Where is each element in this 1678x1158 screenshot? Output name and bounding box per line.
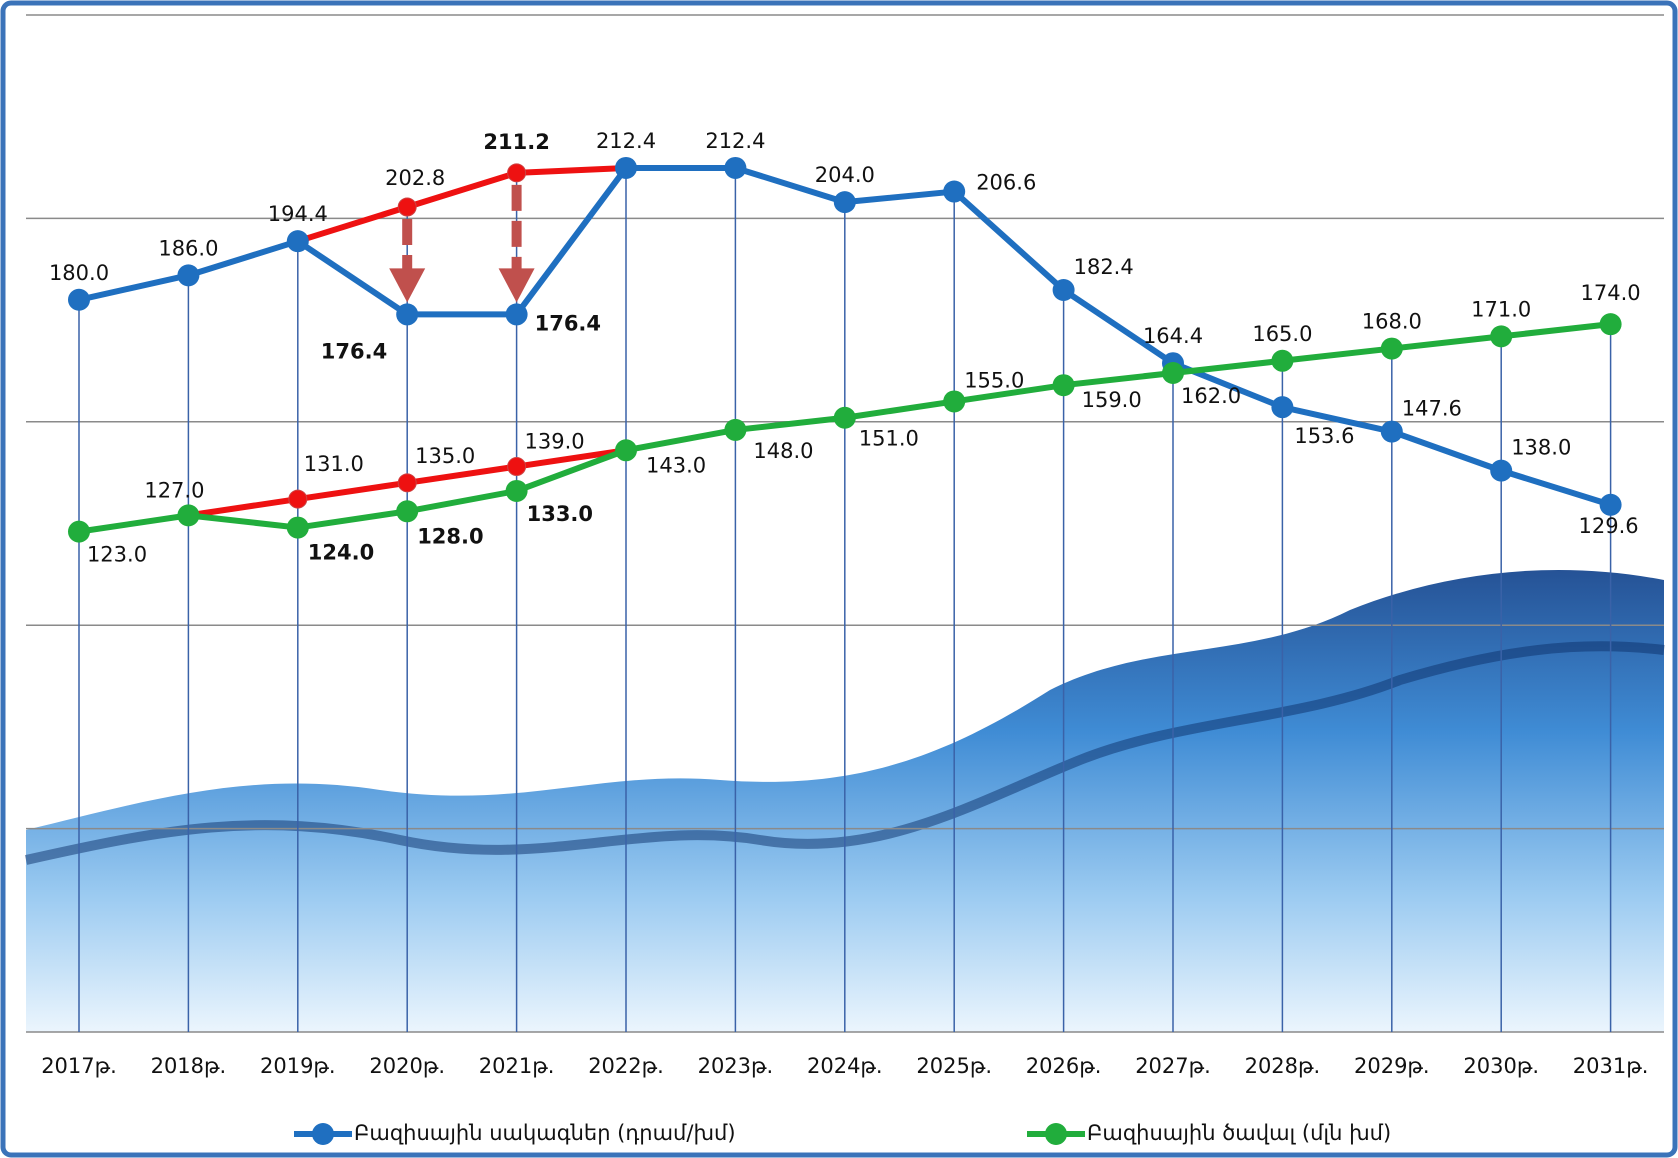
data-label: 131.0 xyxy=(304,452,364,476)
data-point xyxy=(397,197,417,217)
data-label: 171.0 xyxy=(1471,297,1531,321)
data-point xyxy=(943,180,966,203)
data-point xyxy=(1599,313,1622,336)
data-point xyxy=(1599,493,1622,516)
data-label: 174.0 xyxy=(1581,281,1641,305)
data-label: 151.0 xyxy=(859,427,919,451)
data-label: 129.6 xyxy=(1579,514,1639,538)
data-point xyxy=(397,473,417,493)
x-tick-label: 2017թ. xyxy=(41,1054,117,1078)
data-label: 211.2 xyxy=(483,130,549,154)
data-label: 165.0 xyxy=(1252,322,1312,346)
x-tick-label: 2023թ. xyxy=(698,1054,774,1078)
data-point xyxy=(1380,337,1403,360)
data-label: 168.0 xyxy=(1362,310,1422,334)
data-point xyxy=(68,288,90,311)
data-point xyxy=(507,163,527,183)
data-point xyxy=(505,479,528,502)
data-point xyxy=(1271,396,1294,419)
x-tick-label: 2022թ. xyxy=(588,1054,664,1078)
data-point xyxy=(615,439,637,462)
x-tick-label: 2019թ. xyxy=(260,1054,336,1078)
x-tick-label: 2020թ. xyxy=(369,1054,445,1078)
data-point xyxy=(1490,459,1513,482)
data-label: 127.0 xyxy=(144,478,204,502)
data-point xyxy=(286,230,309,253)
x-tick-label: 2028թ. xyxy=(1245,1054,1321,1078)
data-label: 147.6 xyxy=(1402,397,1462,421)
legend-marker xyxy=(312,1123,334,1145)
data-point xyxy=(615,156,637,179)
x-tick-label: 2024թ. xyxy=(807,1054,883,1078)
data-label: 212.4 xyxy=(705,129,765,153)
data-point xyxy=(177,264,200,287)
data-point xyxy=(68,520,90,543)
data-point xyxy=(1052,278,1075,301)
data-label: 124.0 xyxy=(308,541,374,565)
data-label: 194.4 xyxy=(268,202,328,226)
x-tick-label: 2027թ. xyxy=(1135,1054,1211,1078)
data-label: 148.0 xyxy=(753,439,813,463)
x-tick-label: 2025թ. xyxy=(916,1054,992,1078)
data-point xyxy=(943,390,966,413)
data-label: 159.0 xyxy=(1082,388,1142,412)
change-arrow-head xyxy=(389,268,426,303)
data-point xyxy=(286,516,309,539)
data-label: 180.0 xyxy=(49,261,109,285)
data-label: 123.0 xyxy=(87,543,147,567)
data-point xyxy=(833,406,856,429)
data-point xyxy=(177,504,200,527)
data-label: 164.4 xyxy=(1143,324,1203,348)
data-point xyxy=(724,418,747,441)
legend-marker xyxy=(1045,1123,1067,1145)
data-label: 153.6 xyxy=(1294,424,1354,448)
data-label: 133.0 xyxy=(527,502,593,526)
data-point xyxy=(288,489,308,509)
data-point xyxy=(396,500,419,523)
data-label: 176.4 xyxy=(321,339,387,363)
data-point xyxy=(1271,349,1294,372)
data-point xyxy=(724,156,747,179)
data-label: 176.4 xyxy=(535,311,601,335)
data-point xyxy=(1490,325,1513,348)
legend-label: Բազիսային ծավալ (մլն խմ) xyxy=(1087,1121,1391,1145)
x-tick-label: 2021թ. xyxy=(479,1054,555,1078)
data-label: 139.0 xyxy=(525,430,585,454)
data-point xyxy=(1380,420,1403,443)
data-label: 212.4 xyxy=(596,129,656,153)
data-point xyxy=(505,303,528,326)
x-tick-label: 2026թ. xyxy=(1026,1054,1102,1078)
data-point xyxy=(833,191,856,214)
x-tick-label: 2029թ. xyxy=(1354,1054,1430,1078)
data-label: 186.0 xyxy=(158,236,218,260)
data-point xyxy=(1162,361,1184,384)
data-label: 143.0 xyxy=(646,453,706,477)
data-label: 182.4 xyxy=(1074,255,1134,279)
x-tick-label: 2018թ. xyxy=(151,1054,227,1078)
x-tick-label: 2030թ. xyxy=(1463,1054,1539,1078)
change-arrow-head xyxy=(498,268,535,303)
data-label: 204.0 xyxy=(815,163,875,187)
data-label: 155.0 xyxy=(964,368,1024,392)
data-label: 135.0 xyxy=(415,444,475,468)
series-line xyxy=(296,164,627,245)
data-label: 138.0 xyxy=(1511,436,1571,460)
data-label: 206.6 xyxy=(976,171,1036,195)
data-label: 202.8 xyxy=(385,166,445,190)
data-point xyxy=(507,457,527,477)
data-point xyxy=(396,303,419,326)
data-label: 162.0 xyxy=(1181,384,1241,408)
data-point xyxy=(1052,374,1075,397)
legend-label: Բազիսային սակագներ (դրամ/խմ) xyxy=(354,1121,736,1145)
data-label: 128.0 xyxy=(417,524,483,548)
x-tick-label: 2031թ. xyxy=(1573,1054,1649,1078)
